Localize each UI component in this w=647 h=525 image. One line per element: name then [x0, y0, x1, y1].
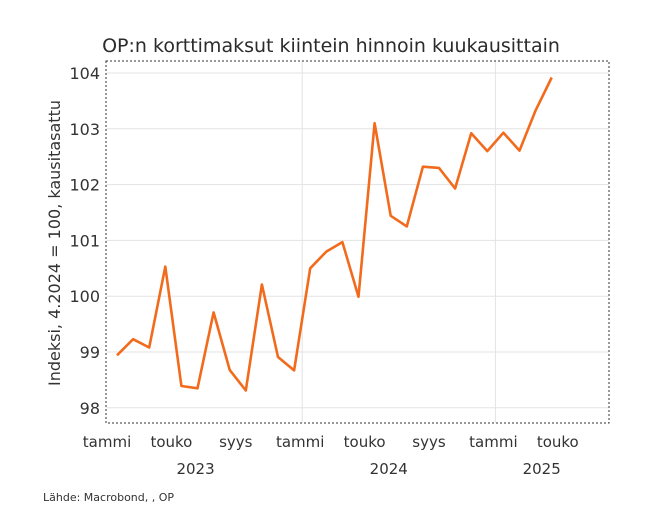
- y-tick-label: 102: [69, 176, 100, 195]
- grid: [106, 61, 609, 423]
- y-tick-label: 100: [69, 287, 100, 306]
- x-tick-label: tammi: [83, 433, 131, 451]
- x-tick-label: syys: [219, 433, 253, 451]
- x-year-label: 2023: [176, 460, 214, 478]
- plot-frame: [105, 60, 610, 424]
- series-line: [116, 76, 553, 392]
- y-axis-label: Indeksi, 4.2024 = 100, kausitasattu: [45, 100, 64, 386]
- x-tick-label: touko: [150, 433, 192, 451]
- x-year-label: 2025: [523, 460, 561, 478]
- source-note: Lähde: Macrobond, , OP: [43, 491, 174, 504]
- y-tick-label: 103: [69, 120, 100, 139]
- series-layer: [116, 76, 553, 392]
- y-axis-ticks: 98 99 100 101 102 103 104: [69, 64, 100, 418]
- x-tick-label: tammi: [276, 433, 324, 451]
- x-axis-ticks: tammi touko syys tammi touko syys tammi touko 20…: [83, 433, 579, 478]
- y-tick-label: 104: [69, 64, 100, 83]
- y-tick-label: 98: [80, 399, 100, 418]
- chart-title: OP:n korttimaksut kiintein hinnoin kuuka…: [102, 35, 560, 57]
- y-tick-label: 99: [80, 343, 100, 362]
- x-tick-label: touko: [344, 433, 386, 451]
- y-tick-label: 101: [69, 231, 100, 250]
- x-tick-label: syys: [412, 433, 446, 451]
- x-year-label: 2024: [370, 460, 408, 478]
- x-tick-label: tammi: [469, 433, 517, 451]
- x-tick-label: touko: [537, 433, 579, 451]
